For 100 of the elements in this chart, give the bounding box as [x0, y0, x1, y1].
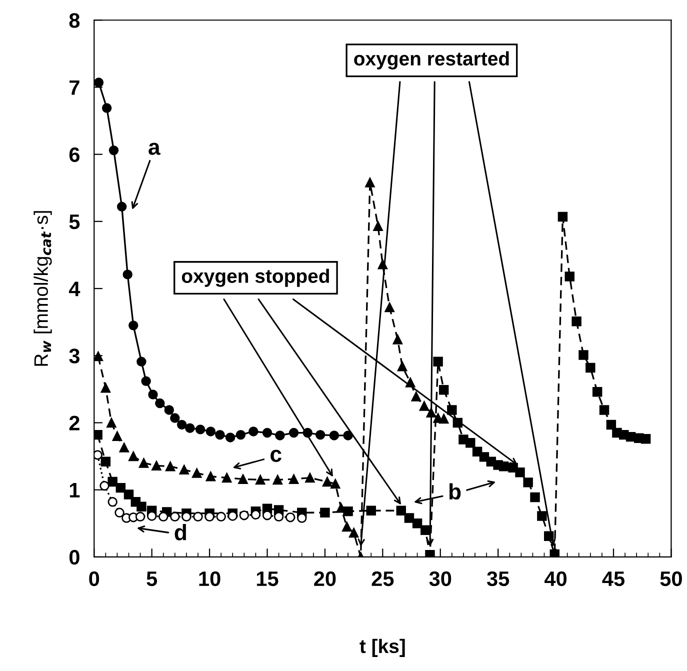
- point: [272, 474, 282, 485]
- point: [225, 432, 236, 442]
- point: [412, 518, 422, 528]
- annotation: a: [148, 142, 160, 155]
- point: [135, 512, 146, 522]
- y-tick-label: 1: [70, 483, 80, 498]
- point: [366, 506, 376, 516]
- point: [515, 468, 525, 478]
- point: [100, 456, 111, 467]
- point: [94, 78, 104, 88]
- point: [206, 472, 216, 482]
- point: [216, 512, 226, 522]
- y-tick-label: 6: [69, 147, 80, 162]
- x-tick-label: 20: [314, 571, 336, 586]
- point: [592, 387, 602, 397]
- point: [94, 351, 104, 362]
- x-tick-label: 25: [372, 571, 394, 586]
- point: [108, 145, 119, 156]
- point: [599, 405, 610, 415]
- point: [305, 472, 315, 483]
- point: [195, 424, 206, 434]
- point: [94, 450, 102, 460]
- point: [141, 376, 151, 386]
- point: [222, 472, 232, 483]
- y-tick-label: 4: [68, 282, 80, 296]
- point: [170, 413, 180, 423]
- point: [262, 510, 272, 520]
- point: [236, 430, 246, 440]
- x-tick-label: 10: [199, 571, 220, 586]
- point: [297, 513, 307, 523]
- x-tick-label: 5: [146, 572, 158, 586]
- point: [122, 270, 132, 280]
- point: [136, 502, 146, 512]
- point: [250, 510, 261, 520]
- point: [164, 405, 174, 415]
- point: [523, 478, 533, 488]
- point: [193, 512, 203, 522]
- point: [330, 478, 340, 489]
- y-axis-title: R$_{w}$ [mmol/kg$_{cat}$·s]: [34, 211, 52, 366]
- point: [128, 320, 138, 330]
- annotation: b: [449, 483, 461, 500]
- point: [578, 350, 588, 360]
- point: [192, 468, 202, 478]
- point: [262, 428, 272, 438]
- point: [138, 458, 149, 468]
- point: [158, 512, 168, 522]
- point: [185, 423, 195, 433]
- point: [466, 438, 476, 448]
- point: [392, 334, 403, 344]
- point: [396, 506, 406, 516]
- point: [411, 392, 421, 402]
- point: [606, 420, 616, 430]
- point: [146, 511, 157, 521]
- point: [165, 461, 176, 472]
- point: [348, 528, 359, 538]
- x-axis-title: t [ks]: [360, 638, 405, 657]
- point: [419, 401, 430, 411]
- point: [342, 522, 352, 532]
- y-tick-label: 8: [69, 13, 80, 28]
- point: [420, 525, 430, 535]
- point: [447, 405, 457, 415]
- point: [152, 460, 162, 471]
- point: [108, 476, 118, 487]
- x-tick-label: 50: [660, 571, 682, 586]
- point: [100, 480, 110, 491]
- point: [106, 418, 116, 428]
- point: [204, 512, 214, 522]
- x-tick-label: 0: [89, 571, 100, 586]
- point: [94, 430, 102, 440]
- point: [384, 302, 394, 312]
- point: [128, 451, 138, 462]
- point: [564, 272, 574, 282]
- point: [320, 508, 330, 518]
- point: [238, 474, 248, 484]
- point: [255, 474, 266, 485]
- point: [558, 212, 568, 222]
- point: [329, 430, 340, 440]
- annotation: oxygen restarted: [354, 51, 509, 70]
- point: [572, 316, 582, 326]
- point: [100, 382, 111, 393]
- point: [176, 420, 187, 430]
- point: [404, 513, 414, 523]
- point: [274, 512, 284, 522]
- point: [215, 430, 225, 440]
- x-tick-label: 35: [486, 571, 510, 586]
- point: [373, 221, 383, 231]
- point: [365, 178, 375, 188]
- point: [136, 356, 146, 367]
- point: [116, 202, 127, 212]
- point: [433, 356, 443, 367]
- point: [498, 461, 509, 472]
- point: [102, 103, 112, 113]
- y-tick-label: 0: [69, 550, 80, 565]
- annotation: oxygen stopped: [182, 268, 329, 287]
- point: [228, 511, 238, 521]
- point: [550, 549, 560, 557]
- annotation: d: [174, 524, 186, 540]
- y-tick-label: 5: [69, 214, 80, 230]
- point: [640, 434, 651, 444]
- point: [288, 428, 299, 438]
